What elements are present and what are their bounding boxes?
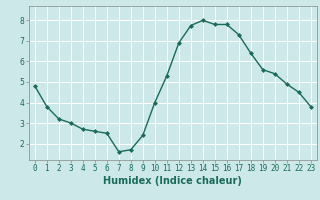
X-axis label: Humidex (Indice chaleur): Humidex (Indice chaleur) <box>103 176 242 186</box>
